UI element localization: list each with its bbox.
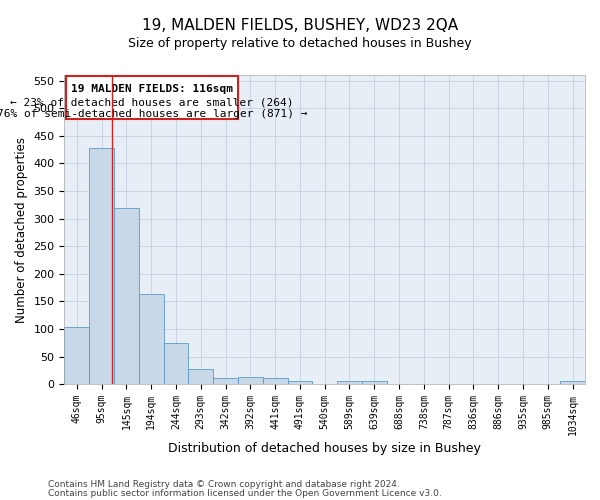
Bar: [560, 382, 585, 384]
Text: 19, MALDEN FIELDS, BUSHEY, WD23 2QA: 19, MALDEN FIELDS, BUSHEY, WD23 2QA: [142, 18, 458, 32]
Text: Contains HM Land Registry data © Crown copyright and database right 2024.: Contains HM Land Registry data © Crown c…: [48, 480, 400, 489]
X-axis label: Distribution of detached houses by size in Bushey: Distribution of detached houses by size …: [168, 442, 481, 455]
FancyBboxPatch shape: [65, 76, 238, 119]
Bar: [263, 378, 287, 384]
Bar: [238, 377, 263, 384]
Bar: [337, 382, 362, 384]
Bar: [139, 294, 164, 384]
Text: 76% of semi-detached houses are larger (871) →: 76% of semi-detached houses are larger (…: [0, 108, 307, 118]
Bar: [287, 382, 313, 384]
Bar: [213, 378, 238, 384]
Bar: [64, 328, 89, 384]
Bar: [188, 368, 213, 384]
Bar: [164, 343, 188, 384]
Bar: [114, 208, 139, 384]
Text: ← 23% of detached houses are smaller (264): ← 23% of detached houses are smaller (26…: [10, 97, 293, 107]
Y-axis label: Number of detached properties: Number of detached properties: [15, 136, 28, 322]
Bar: [89, 148, 114, 384]
Text: Contains public sector information licensed under the Open Government Licence v3: Contains public sector information licen…: [48, 490, 442, 498]
Bar: [362, 382, 386, 384]
Text: 19 MALDEN FIELDS: 116sqm: 19 MALDEN FIELDS: 116sqm: [71, 84, 233, 94]
Text: Size of property relative to detached houses in Bushey: Size of property relative to detached ho…: [128, 38, 472, 51]
